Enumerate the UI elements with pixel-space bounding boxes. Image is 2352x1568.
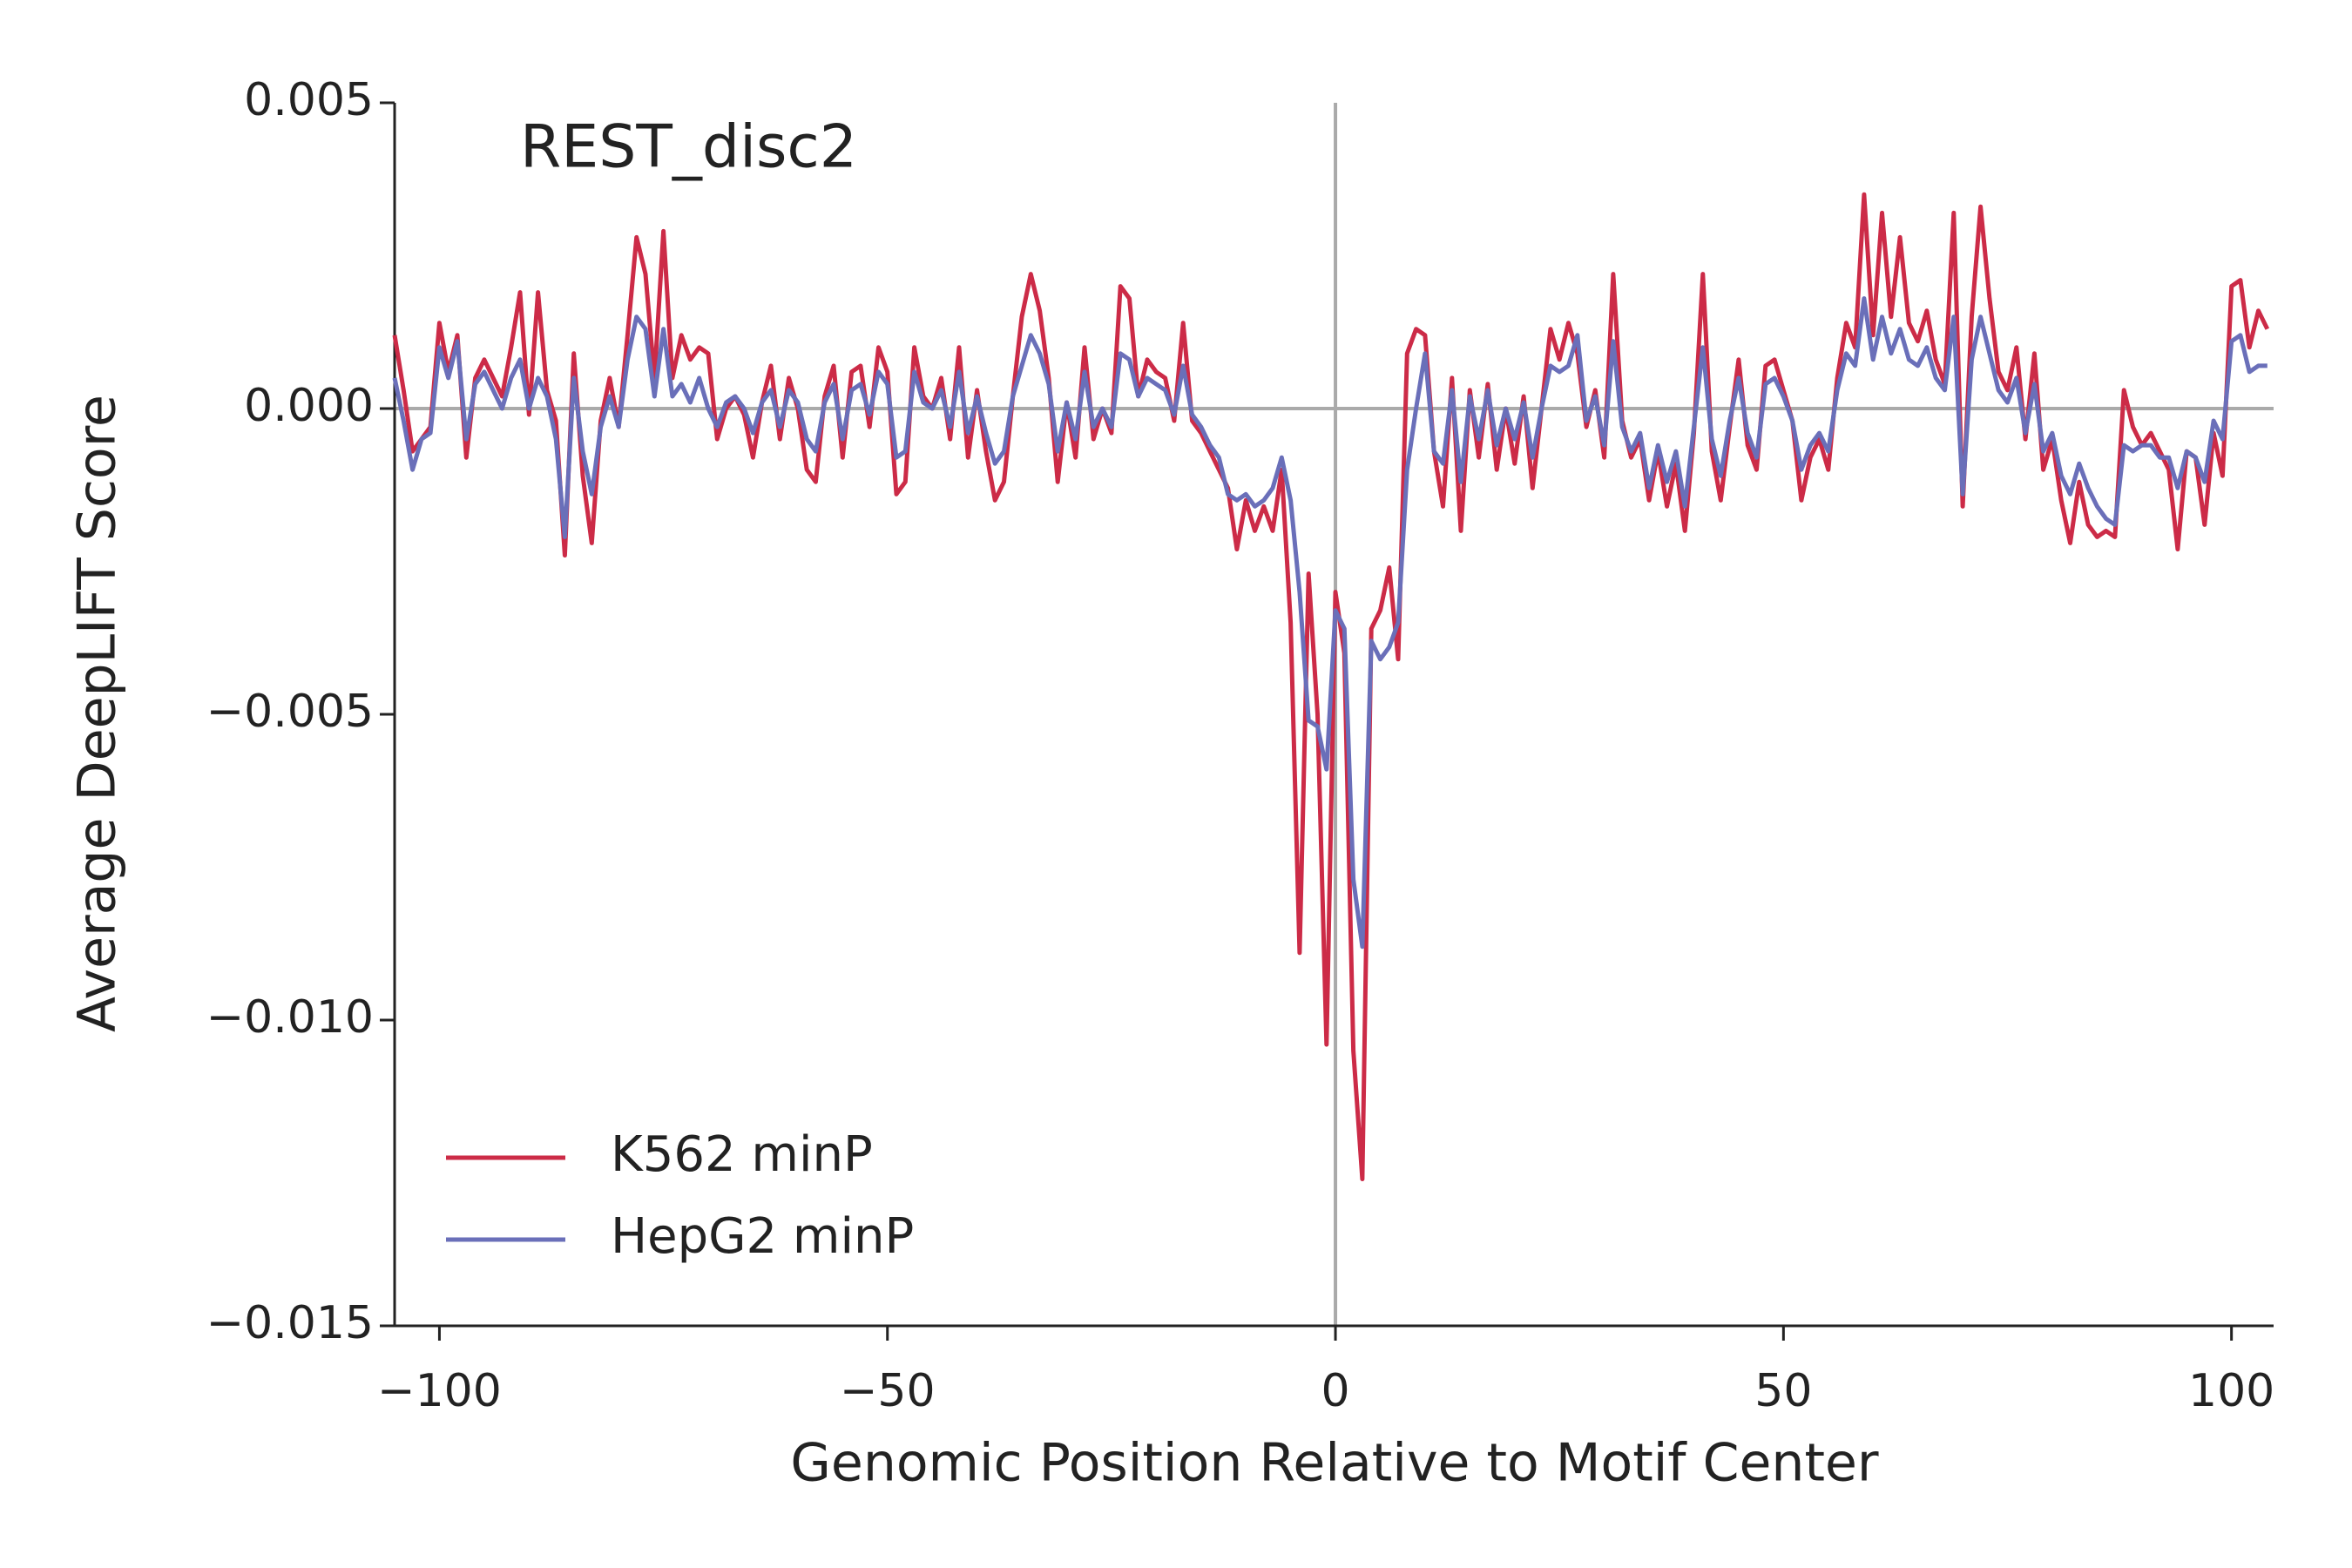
annotation: REST_disc2 bbox=[520, 113, 857, 182]
x-tick-label: 100 bbox=[2188, 1365, 2274, 1417]
legend-label: HepG2 minP bbox=[611, 1208, 914, 1265]
y-tick-label: −0.015 bbox=[206, 1297, 374, 1349]
series-line bbox=[392, 192, 2270, 1181]
series-line bbox=[392, 296, 2268, 950]
y-tick-label: 0.005 bbox=[244, 74, 374, 126]
y-tick-label: −0.010 bbox=[206, 991, 374, 1044]
y-tick-label: 0.000 bbox=[244, 380, 374, 432]
x-tick-label: −50 bbox=[840, 1365, 936, 1417]
legend-label: K562 minP bbox=[611, 1126, 873, 1183]
y-tick-label: −0.005 bbox=[206, 686, 374, 738]
x-tick-label: 50 bbox=[1754, 1365, 1812, 1417]
x-axis-label: Genomic Position Relative to Motif Cente… bbox=[790, 1433, 1878, 1494]
y-axis-label: Average DeepLIFT Score bbox=[67, 395, 128, 1032]
x-tick-label: 0 bbox=[1321, 1365, 1349, 1417]
x-tick-label: −100 bbox=[377, 1365, 502, 1417]
